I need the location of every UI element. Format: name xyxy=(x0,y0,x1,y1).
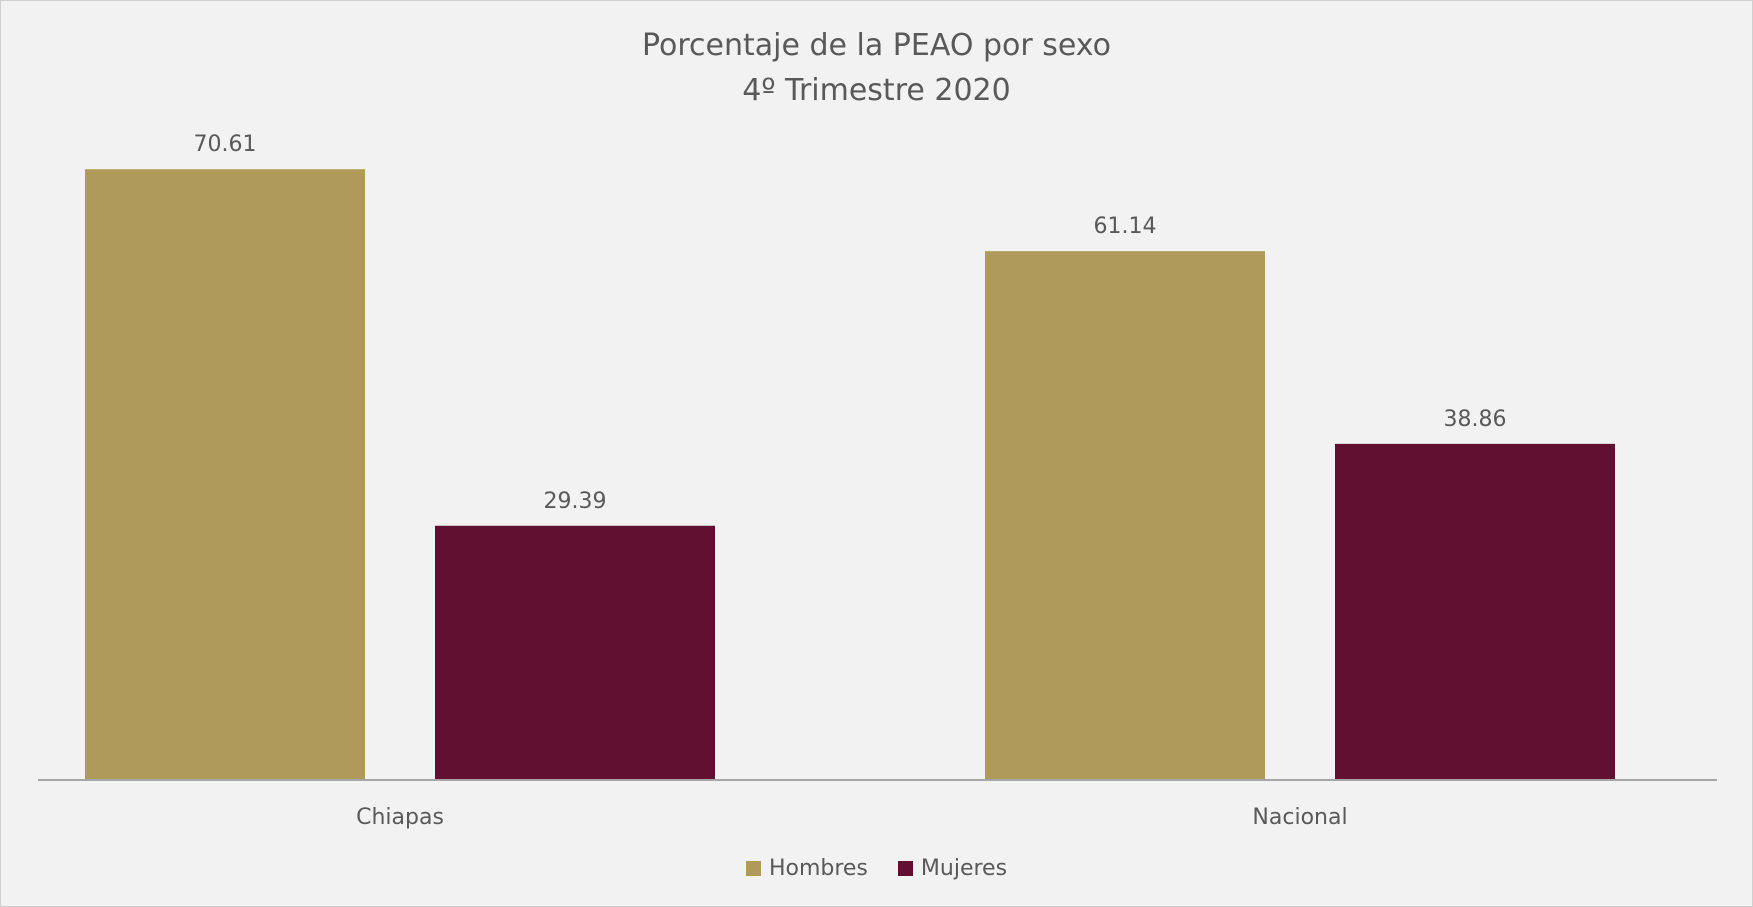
data-label-hombres-nacional: 61.14 xyxy=(1094,214,1157,239)
chart-subtitle: 4º Trimestre 2020 xyxy=(742,73,1011,108)
legend-swatch-mujeres xyxy=(897,861,913,876)
chart-title: Porcentaje de la PEAO por sexo xyxy=(642,28,1111,63)
legend-item-mujeres: Mujeres xyxy=(897,856,1008,881)
bar-mujeres-chiapas xyxy=(435,525,715,780)
legend: Hombres Mujeres xyxy=(0,856,1753,881)
data-label-mujeres-nacional: 38.86 xyxy=(1444,407,1507,432)
x-tick-label-nacional: Nacional xyxy=(1252,805,1347,830)
bar-hombres-chiapas xyxy=(85,169,365,780)
data-label-hombres-chiapas: 70.61 xyxy=(194,132,257,157)
legend-item-hombres: Hombres xyxy=(745,856,868,881)
data-label-mujeres-chiapas: 29.39 xyxy=(544,489,607,514)
bar-mujeres-nacional xyxy=(1335,443,1615,780)
bar-hombres-nacional xyxy=(985,251,1265,780)
x-tick-label-chiapas: Chiapas xyxy=(356,805,444,830)
legend-label-mujeres: Mujeres xyxy=(920,856,1008,881)
legend-swatch-hombres xyxy=(745,861,761,876)
legend-label-hombres: Hombres xyxy=(768,856,868,881)
